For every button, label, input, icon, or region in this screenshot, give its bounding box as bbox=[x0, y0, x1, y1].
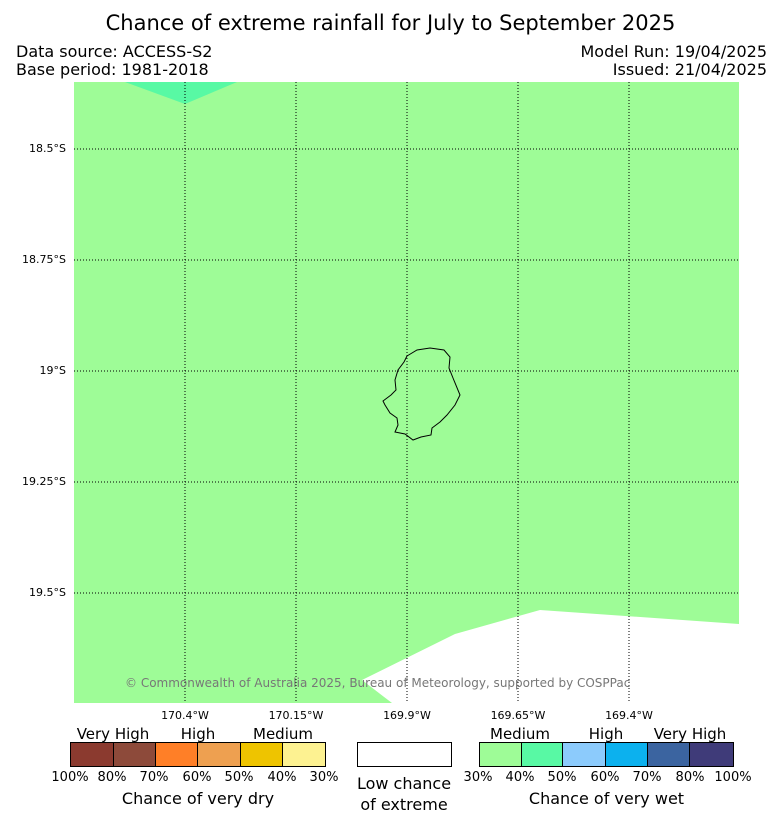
dry-colorbar bbox=[70, 742, 326, 767]
wet-pct-label: 30% bbox=[463, 770, 493, 785]
lon-label: 170.15°W bbox=[268, 709, 324, 722]
low-chance-swatch bbox=[357, 742, 452, 767]
lon-label: 170.4°W bbox=[161, 709, 209, 722]
wet-swatch bbox=[606, 743, 648, 766]
dry-swatch bbox=[71, 743, 114, 766]
lon-label: 169.65°W bbox=[490, 709, 546, 722]
data-source-label: Data source: ACCESS-S2 bbox=[16, 42, 213, 61]
model-run-label: Model Run: 19/04/2025 bbox=[580, 42, 768, 61]
wet-level-very-high: Very High bbox=[653, 725, 727, 743]
lat-label: 19°S bbox=[39, 364, 66, 377]
dry-pct-label: 60% bbox=[182, 770, 212, 785]
lat-label: 18.5°S bbox=[29, 142, 66, 155]
dry-pct-label: 50% bbox=[224, 770, 254, 785]
dry-swatch bbox=[283, 743, 325, 766]
wet-caption: Chance of very wet bbox=[528, 789, 685, 808]
wet-level-medium: Medium bbox=[490, 725, 550, 743]
lat-label: 19.5°S bbox=[29, 586, 66, 599]
dry-swatch bbox=[156, 743, 198, 766]
low-chance-caption-2: of extreme bbox=[360, 795, 448, 814]
wet-pct-label: 70% bbox=[632, 770, 662, 785]
island-outline bbox=[382, 347, 461, 441]
low-chance-caption-1: Low chance bbox=[356, 774, 452, 793]
wet-pct-label: 100% bbox=[714, 770, 752, 785]
wet-pct-label: 50% bbox=[547, 770, 577, 785]
dry-swatch bbox=[114, 743, 156, 766]
dry-level-very-high: Very High bbox=[76, 725, 150, 743]
wet-swatch bbox=[647, 743, 691, 766]
dry-pct-label: 100% bbox=[51, 770, 89, 785]
region-high-wet bbox=[125, 82, 237, 104]
wet-colorbar bbox=[479, 742, 734, 767]
region-medium-wet bbox=[74, 82, 739, 703]
map-title: Chance of extreme rainfall for July to S… bbox=[105, 11, 676, 35]
dry-level-medium: Medium bbox=[253, 725, 313, 743]
dry-swatch bbox=[241, 743, 283, 766]
wet-swatch bbox=[521, 743, 564, 766]
wet-swatch bbox=[480, 743, 522, 766]
dry-pct-label: 80% bbox=[97, 770, 127, 785]
lon-label: 169.9°W bbox=[383, 709, 431, 722]
issued-label: Issued: 21/04/2025 bbox=[612, 60, 767, 79]
dry-swatch bbox=[198, 743, 241, 766]
wet-pct-label: 80% bbox=[675, 770, 705, 785]
base-period-label: Base period: 1981-2018 bbox=[16, 60, 209, 79]
dry-level-high: High bbox=[180, 725, 216, 743]
wet-pct-label: 60% bbox=[590, 770, 620, 785]
lat-label: 18.75°S bbox=[22, 253, 66, 266]
lon-label: 169.4°W bbox=[605, 709, 653, 722]
wet-pct-label: 40% bbox=[505, 770, 535, 785]
copyright-notice: © Commonwealth of Australia 2025, Bureau… bbox=[125, 676, 631, 690]
dry-pct-label: 70% bbox=[139, 770, 169, 785]
lat-label: 19.25°S bbox=[22, 475, 66, 488]
dry-pct-label: 40% bbox=[267, 770, 297, 785]
dry-caption: Chance of very dry bbox=[121, 789, 275, 808]
wet-swatch bbox=[563, 743, 606, 766]
wet-level-high: High bbox=[588, 725, 624, 743]
dry-pct-label: 30% bbox=[309, 770, 339, 785]
wet-swatch bbox=[690, 743, 733, 766]
